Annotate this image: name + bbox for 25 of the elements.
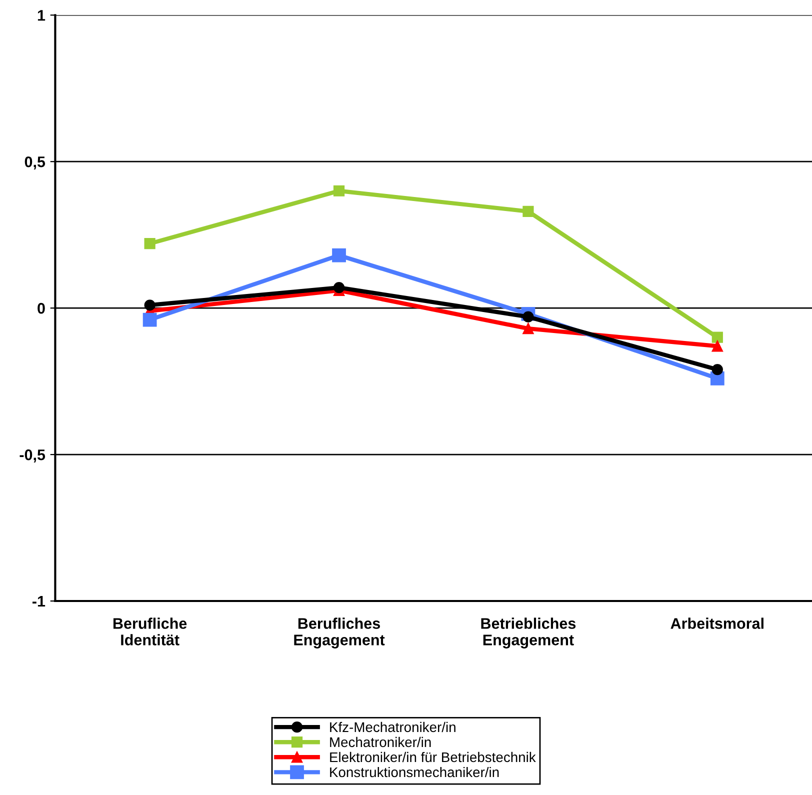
- legend-label: Kfz-Mechatroniker/in: [330, 722, 456, 732]
- y-tick-label: 1: [38, 10, 46, 21]
- point: [522, 206, 534, 217]
- point: [333, 282, 345, 294]
- legend-label: Konstruktionsmechaniker/in: [330, 766, 499, 778]
- point: [712, 332, 723, 343]
- point: [144, 300, 156, 311]
- point: [712, 364, 723, 376]
- y-tick-label: 0: [38, 302, 45, 314]
- x-tick-label: Betriebliches Engagement: [481, 618, 576, 648]
- point: [144, 238, 156, 250]
- point: [522, 311, 534, 322]
- y-tick-label: -0,5: [20, 449, 46, 462]
- legend-label: Elektroniker/in für Betriebstechnik: [330, 752, 536, 762]
- point: [142, 312, 157, 327]
- point: [712, 340, 723, 352]
- y-tick-label: -1: [32, 596, 46, 607]
- y-tick-label: 0,5: [24, 156, 46, 170]
- x-tick-label: Arbeitsmoral: [670, 618, 764, 629]
- point: [333, 185, 345, 196]
- legend-label: Mechatroniker/in: [330, 736, 431, 748]
- x-tick-label: Berufliche Identität: [113, 618, 187, 646]
- point: [522, 323, 534, 334]
- x-tick-label: Berufliches Engagement: [294, 618, 385, 648]
- point: [332, 248, 346, 262]
